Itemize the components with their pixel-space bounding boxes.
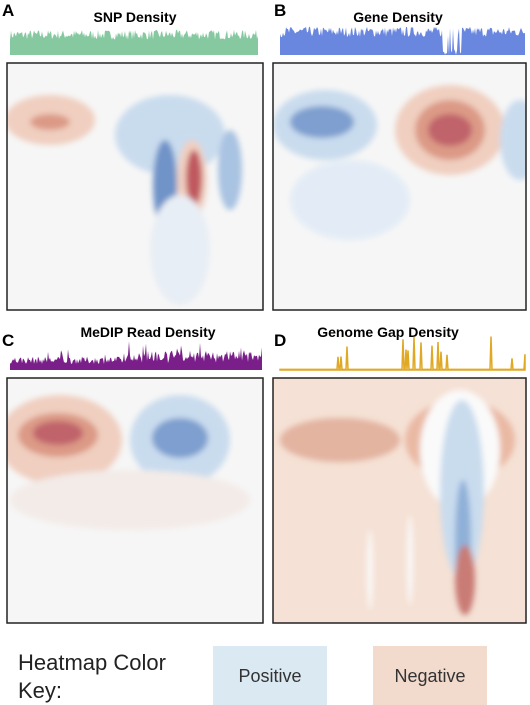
legend-swatch (213, 646, 327, 705)
legend-title: Heatmap Color (18, 650, 166, 675)
panel-label: C (2, 331, 14, 350)
sparkline (10, 29, 258, 55)
sparkline-area (280, 26, 525, 55)
panel-title: SNP Density (94, 9, 177, 25)
sparkline-area (10, 29, 258, 55)
legend-label: Positive (238, 666, 301, 686)
legend-swatch (373, 646, 487, 705)
panel-title: Genome Gap Density (317, 324, 459, 340)
legend-title: Key: (18, 678, 62, 703)
heatmap-border (272, 377, 527, 624)
sparkline (279, 336, 526, 371)
legend-label: Negative (394, 666, 465, 686)
heatmap-blobs (7, 395, 250, 530)
heatmap-blobs (273, 85, 526, 240)
heatmap-border (6, 377, 264, 624)
panel-label: D (274, 331, 286, 350)
heatmap-border (6, 62, 264, 311)
sparkline-area (279, 336, 526, 371)
sparkline-area (10, 341, 262, 370)
sparkline (280, 26, 525, 55)
panel-title: MeDIP Read Density (80, 324, 215, 340)
heatmap-blobs (280, 390, 515, 615)
panel-label: B (274, 1, 286, 20)
panel-label: A (2, 1, 14, 20)
sparkline (10, 341, 262, 370)
heatmap-border (272, 62, 527, 311)
heatmap-blobs (7, 95, 242, 305)
panel-title: Gene Density (353, 9, 443, 25)
